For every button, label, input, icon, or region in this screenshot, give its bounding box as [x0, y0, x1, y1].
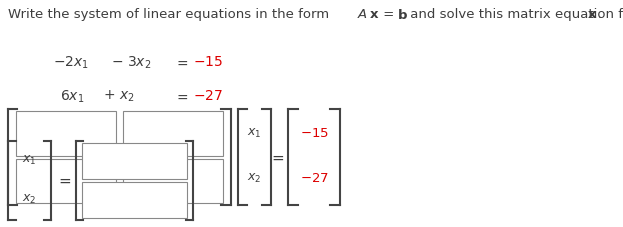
Text: $-\ 3x_2$: $-\ 3x_2$	[111, 54, 151, 71]
Text: $-15$: $-15$	[193, 55, 223, 69]
Bar	[16, 111, 115, 155]
Text: Write the system of linear equations in the form: Write the system of linear equations in …	[8, 8, 333, 21]
Text: $-15$: $-15$	[300, 127, 328, 140]
Text: $=$: $=$	[56, 173, 72, 188]
Text: $x_1$: $x_1$	[247, 127, 262, 140]
Text: $-2x_1$: $-2x_1$	[53, 54, 89, 71]
Text: $=$: $=$	[174, 89, 189, 104]
Text: $6x_1$: $6x_1$	[60, 88, 84, 105]
Bar	[82, 143, 187, 179]
Text: $-27$: $-27$	[193, 89, 223, 104]
Text: =: =	[379, 8, 399, 21]
Text: $=$: $=$	[269, 150, 285, 165]
Text: $x_2$: $x_2$	[247, 172, 262, 185]
Text: $+\ x_2$: $+\ x_2$	[103, 89, 135, 104]
Text: $x_1$: $x_1$	[22, 153, 37, 167]
Text: $\mathbf{x}$: $\mathbf{x}$	[587, 8, 597, 21]
Text: $=$: $=$	[174, 55, 189, 69]
Text: $-27$: $-27$	[300, 172, 328, 185]
Text: .: .	[597, 8, 602, 21]
Text: $x_2$: $x_2$	[22, 193, 37, 206]
Bar	[16, 158, 115, 203]
Text: $\mathbf{x}$: $\mathbf{x}$	[369, 8, 379, 21]
Bar	[123, 158, 223, 203]
Text: $\mathbf{b}$: $\mathbf{b}$	[397, 8, 408, 22]
Bar	[82, 182, 187, 218]
Bar	[123, 111, 223, 155]
Text: $A$: $A$	[357, 8, 368, 21]
Text: and solve this matrix equation for: and solve this matrix equation for	[406, 8, 623, 21]
